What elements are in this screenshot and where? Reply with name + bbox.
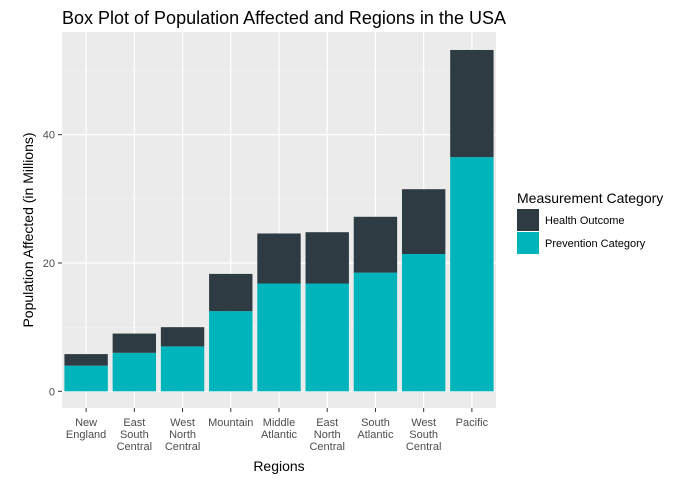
bar-segment [209, 311, 253, 392]
bar-segment [401, 189, 446, 255]
x-tick-label: New England [66, 417, 106, 441]
bar-segment [257, 233, 301, 284]
x-tick-label-line: Central [406, 441, 441, 453]
x-tick-label: Middle Atlantic [261, 417, 298, 441]
x-tick-label-line: East [316, 417, 338, 429]
x-tick-label-line: North [314, 429, 341, 441]
x-tick-label-line: England [66, 429, 106, 441]
legend: Measurement Category Health Outcome Preve… [517, 190, 663, 254]
bar-segment [64, 365, 108, 392]
bars [64, 49, 494, 392]
bar-segment [353, 216, 398, 273]
x-tick-label-line: New [75, 417, 97, 429]
bar-segment [305, 232, 349, 284]
x-tick-label: West North Central [165, 417, 200, 453]
x-tick-label-line: East [123, 417, 145, 429]
x-tick-label: Mountain [208, 417, 253, 429]
x-tick-label-line: Atlantic [261, 429, 298, 441]
x-tick-label-line: West [170, 417, 195, 429]
bar-segment [353, 272, 398, 392]
legend-label: Prevention Category [545, 238, 646, 250]
legend-swatch [517, 209, 539, 231]
x-axis-title: Regions [253, 458, 304, 474]
x-tick-label: Pacific [456, 417, 489, 429]
bar-segment [112, 352, 157, 392]
legend-items: Health Outcome Prevention Category [517, 209, 646, 254]
y-tick-label: 20 [43, 258, 55, 270]
x-tick-label-line: Atlantic [357, 429, 394, 441]
bar-segment [112, 333, 157, 353]
x-tick-label: West South Central [406, 417, 441, 453]
bar-segment [450, 49, 494, 158]
x-tick-label-line: Middle [263, 417, 295, 429]
y-axis-ticks: 0 20 40 [43, 130, 62, 398]
x-tick-label-line: Central [309, 441, 344, 453]
x-tick-label-line: Central [165, 441, 200, 453]
x-tick-label: East South Central [117, 417, 152, 453]
legend-swatch [517, 232, 539, 254]
y-tick-label: 0 [49, 386, 55, 398]
bar-segment [209, 273, 253, 312]
y-axis-title: Population Affected (in Millions) [20, 132, 36, 327]
bar-segment [305, 283, 349, 392]
x-tick-label-line: South [361, 417, 390, 429]
bar-segment [64, 354, 108, 366]
bar-segment [257, 283, 301, 392]
x-tick-label-line: Mountain [208, 417, 253, 429]
x-tick-label-line: West [411, 417, 436, 429]
legend-label: Health Outcome [545, 215, 624, 227]
x-tick-label: South Atlantic [357, 417, 394, 441]
x-tick-label-line: Central [117, 441, 152, 453]
x-tick-label-line: North [169, 429, 196, 441]
x-tick-label-line: South [120, 429, 149, 441]
bar-segment [401, 254, 446, 392]
bar-segment [450, 157, 494, 392]
bar-segment [160, 327, 205, 347]
x-tick-label-line: South [409, 429, 438, 441]
x-tick-label: East North Central [309, 417, 344, 453]
legend-title: Measurement Category [517, 190, 663, 206]
y-tick-label: 40 [43, 130, 55, 142]
x-tick-label-line: Pacific [456, 417, 489, 429]
chart-title: Box Plot of Population Affected and Regi… [62, 8, 506, 28]
bar-segment [160, 346, 205, 392]
